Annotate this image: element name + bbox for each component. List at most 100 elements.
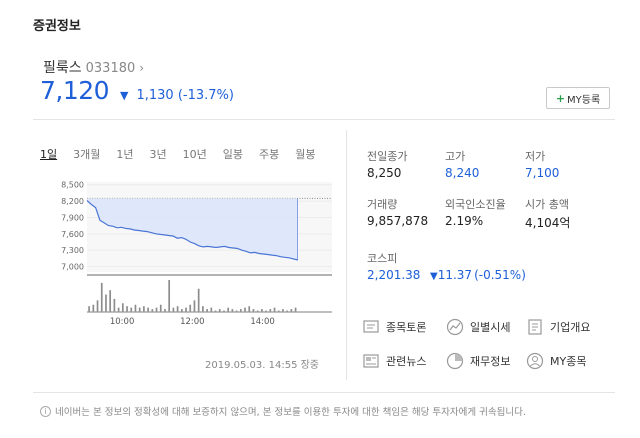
divider [33, 392, 615, 393]
volume-bar [202, 306, 204, 312]
link-daily-chart[interactable]: 일별시세 [446, 318, 510, 336]
chevron-right-icon[interactable]: › [139, 61, 145, 75]
column-divider [346, 130, 347, 380]
volume-bar [290, 309, 293, 312]
tab-5[interactable]: 일봉 [222, 148, 243, 161]
volume-bar [143, 306, 145, 312]
link-finance-pie[interactable]: 재무정보 [446, 352, 510, 370]
volume-bar [239, 309, 242, 312]
y-tick-label: 8,200 [61, 197, 84, 206]
volume-bar [185, 307, 187, 312]
volume-bar [252, 309, 255, 312]
volume-bar [109, 290, 112, 312]
volume-bar [147, 307, 149, 312]
link-label: 재무정보 [470, 355, 511, 368]
stat-label: 거래량 [367, 198, 398, 211]
link-news[interactable]: 관련뉴스 [362, 352, 426, 370]
volume-bar [256, 310, 259, 312]
change-abs: 1,130 [136, 88, 174, 103]
stat-label: 고가 [445, 150, 466, 163]
volume-bar [193, 300, 196, 312]
footer-note: 네이버는 본 정보의 정확성에 대해 보증하지 않으며, 본 정보를 이용한 투… [55, 407, 526, 418]
volume-bar [235, 310, 238, 312]
price-line [86, 200, 298, 261]
stat-label: 저가 [525, 150, 546, 163]
volume-bar [206, 309, 208, 312]
tab-3[interactable]: 3년 [149, 148, 167, 161]
volume-bar [218, 309, 221, 312]
volume-bar [282, 309, 284, 312]
volume-bar [176, 306, 179, 312]
stock-name[interactable]: 필룩스 [43, 60, 82, 76]
my-register-button[interactable]: + MY등록 [546, 87, 610, 109]
volume-bar [138, 307, 141, 312]
tab-4[interactable]: 10년 [182, 148, 207, 161]
stock-code: 033180 [85, 61, 136, 76]
link-label: 관련뉴스 [386, 355, 427, 368]
volume-bar [134, 304, 137, 312]
volume-bar [155, 307, 158, 312]
kospi-change-pct: (-0.51%) [474, 268, 526, 282]
tab-2[interactable]: 1년 [116, 148, 134, 161]
y-tick-label: 8,500 [61, 181, 84, 190]
x-tick-label: 12:00 [180, 317, 205, 327]
change-pct: (-13.7%) [177, 88, 234, 103]
y-tick-label: 7,600 [61, 230, 84, 239]
link-label: 기업개요 [550, 321, 591, 334]
volume-bar [113, 298, 116, 312]
down-triangle-icon: ▼ [120, 89, 129, 102]
stock-header-link[interactable]: 필룩스 033180 › [43, 57, 144, 77]
volume-bar [223, 310, 225, 312]
price-area [87, 198, 298, 260]
stat-label: 전일종가 [367, 150, 408, 163]
kospi-change: ▼11.37 (-0.51%) [430, 268, 526, 282]
volume-bar [227, 307, 230, 312]
link-discussion[interactable]: 종목토론 [362, 318, 426, 336]
intraday-chart: 8,500 8,200 7,900 7,600 7,300 7,000 10:00 12:00… [61, 181, 332, 327]
my-register-label: MY등록 [567, 94, 601, 106]
tab-6[interactable]: 주봉 [259, 148, 280, 161]
volume-bar [180, 309, 183, 312]
discussion-icon [362, 318, 380, 336]
y-tick-label: 7,900 [61, 213, 84, 222]
tab-1[interactable]: 3개월 [73, 148, 101, 161]
stat-value: 4,104억 [525, 216, 571, 230]
volume-bar [121, 303, 124, 312]
section-title: 증권정보 [33, 19, 81, 34]
tab-7[interactable]: 월봉 [295, 148, 316, 161]
x-tick-label: 14:00 [250, 317, 274, 327]
link-label: 종목토론 [386, 321, 427, 334]
down-triangle-icon: ▼ [430, 271, 438, 282]
timestamp: 2019.05.03. 14:55 장중 [205, 360, 320, 371]
volume-bar [189, 304, 192, 312]
link-company-doc[interactable]: 기업개요 [526, 318, 590, 336]
volume-bar [105, 294, 107, 312]
current-price: 7,120 [40, 76, 110, 105]
stat-value: 8,250 [367, 166, 402, 180]
volume-bar [151, 309, 154, 312]
footer-disclaimer: i 네이버는 본 정보의 정확성에 대해 보증하지 않으며, 본 정보를 이용한 … [40, 404, 526, 418]
volume-bar [265, 310, 267, 312]
stat-label: 외국인소진율 [445, 198, 506, 211]
volume-bar [197, 288, 200, 312]
volume-bar [117, 307, 120, 312]
volume-bar [261, 309, 263, 312]
finance-pie-icon [446, 352, 464, 370]
volume-bar [214, 310, 217, 312]
volume-bar [164, 309, 166, 312]
volume-bar [273, 307, 276, 312]
volume-bar [96, 300, 99, 312]
volume-bar [100, 282, 103, 312]
tab-0[interactable]: 1일 [40, 148, 58, 161]
plus-icon: + [555, 91, 566, 105]
divider [33, 119, 615, 120]
kospi-change-value: 11.37 [437, 268, 473, 282]
stat-label: 시가 총액 [525, 198, 569, 211]
volume-bar [88, 306, 90, 312]
daily-chart-icon [446, 318, 464, 336]
link-person[interactable]: MY종목 [526, 352, 586, 370]
kospi-label: 코스피 [367, 252, 398, 265]
y-tick-label: 7,000 [61, 263, 84, 272]
volume-bar [244, 307, 246, 312]
volume-bar [248, 306, 251, 312]
